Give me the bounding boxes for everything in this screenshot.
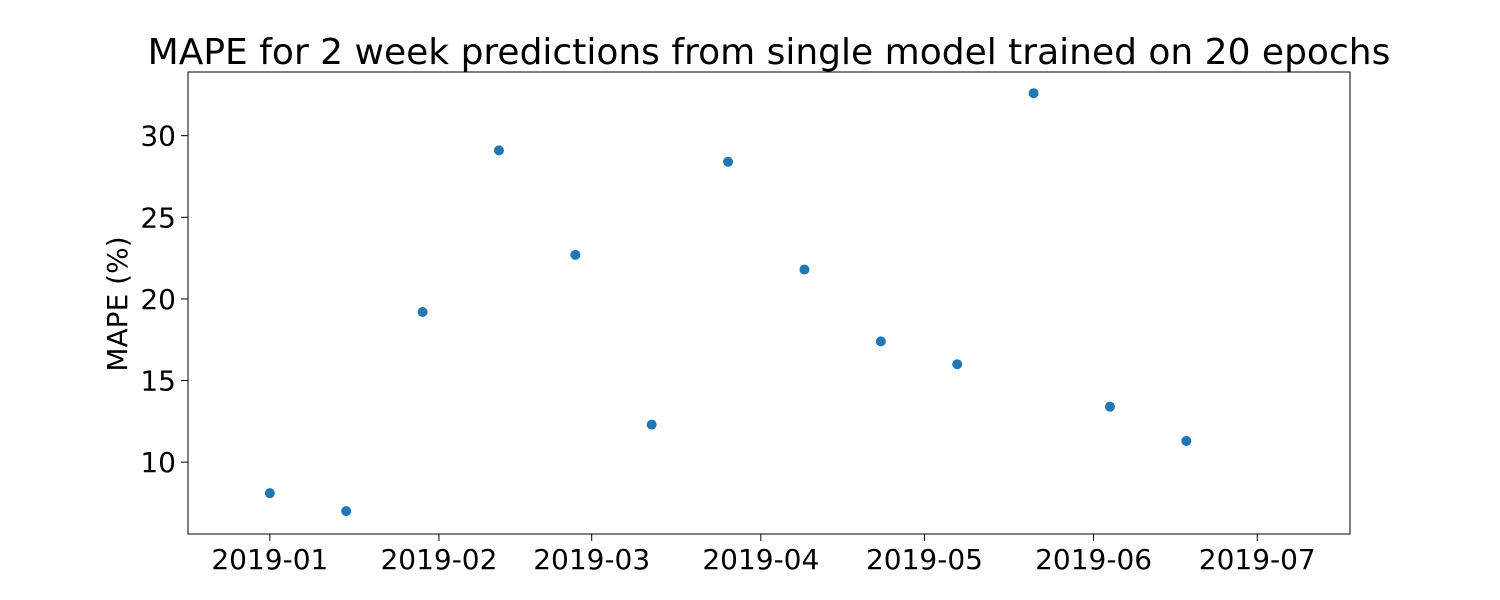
plot-area xyxy=(187,71,1351,535)
data-point xyxy=(1181,435,1192,446)
data-point xyxy=(875,336,886,347)
x-tick-label: 2019-03 xyxy=(533,543,650,576)
x-axis-ticks: 2019-01 2019-02 2019-03 2019-04 2019-05 2019-… xyxy=(211,534,1316,576)
y-axis-label: MAPE (%) xyxy=(101,236,134,371)
data-point xyxy=(1104,401,1115,412)
chart-title: MAPE for 2 week predictions from single … xyxy=(148,32,1391,73)
y-tick-label: 20 xyxy=(140,283,176,316)
data-point xyxy=(646,419,657,430)
data-point xyxy=(264,488,275,499)
data-point xyxy=(1028,88,1039,99)
data-point xyxy=(493,145,504,156)
y-tick-label: 10 xyxy=(140,446,176,479)
data-point xyxy=(723,156,734,167)
data-point xyxy=(341,506,352,517)
x-tick-label: 2019-07 xyxy=(1199,543,1316,576)
scatter-points xyxy=(264,88,1192,517)
x-tick-label: 2019-01 xyxy=(211,543,328,576)
x-tick-label: 2019-06 xyxy=(1035,543,1152,576)
x-tick-label: 2019-02 xyxy=(380,543,497,576)
x-tick-label: 2019-04 xyxy=(702,543,819,576)
data-point xyxy=(570,249,581,260)
y-tick-label: 25 xyxy=(140,201,176,234)
data-point xyxy=(952,359,963,370)
x-tick-label: 2019-05 xyxy=(866,543,983,576)
y-tick-label: 30 xyxy=(140,120,176,153)
data-point xyxy=(799,264,810,275)
y-axis-ticks: 10 15 20 25 30 xyxy=(140,120,188,479)
y-tick-label: 15 xyxy=(140,365,176,398)
data-point xyxy=(417,306,428,317)
